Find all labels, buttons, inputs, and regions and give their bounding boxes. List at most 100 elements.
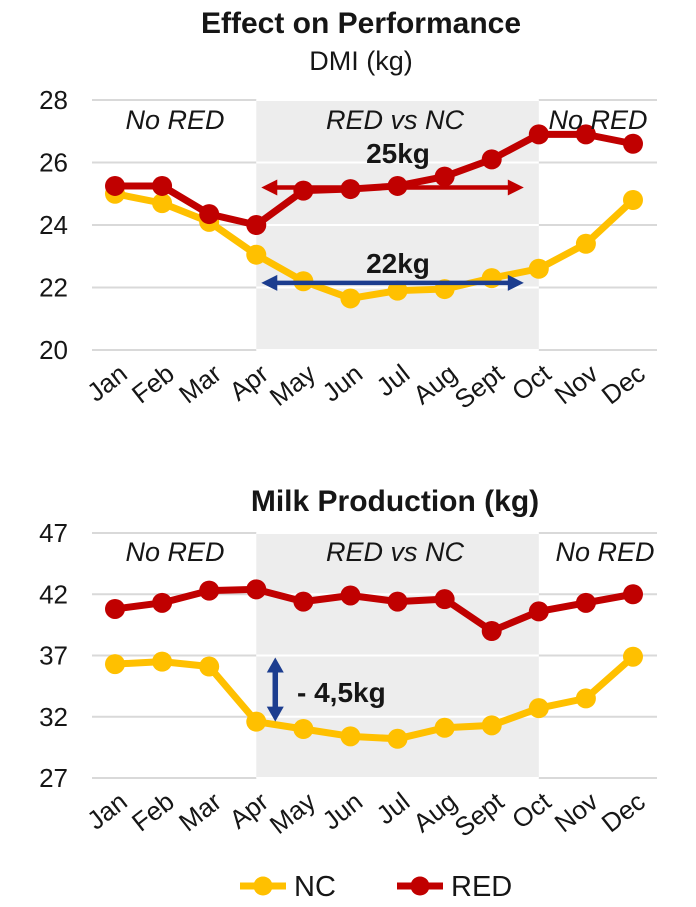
- red-legend-dot-icon: [410, 876, 430, 896]
- nc-data-point: [622, 646, 643, 667]
- nc-legend-dot-icon: [253, 876, 273, 896]
- x-axis-label: Aug: [407, 786, 462, 838]
- y-axis-label: 24: [39, 210, 68, 240]
- x-axis-label: Sept: [449, 786, 510, 843]
- red-range-arrow-head-left: [261, 179, 278, 196]
- legend-item-nc: NC: [240, 871, 336, 903]
- x-axis-label: Mar: [173, 786, 227, 837]
- nc-data-point: [152, 193, 173, 214]
- y-axis-label: 42: [39, 579, 68, 609]
- x-axis-label: Sept: [449, 358, 510, 415]
- x-axis-label: Oct: [506, 786, 557, 835]
- red-data-point: [528, 124, 549, 145]
- x-axis-label: Feb: [126, 358, 180, 409]
- red-range-arrow-head-right: [507, 179, 524, 196]
- y-axis-label: 47: [39, 518, 68, 548]
- blue-range-arrow-head-left: [261, 274, 278, 291]
- red-data-point: [105, 175, 125, 196]
- red-data-point: [481, 149, 502, 170]
- chart1-red-measure-label: 25kg: [366, 138, 430, 169]
- nc-data-point: [575, 688, 596, 709]
- x-axis-label: May: [264, 786, 321, 840]
- x-axis-label: Apr: [224, 786, 275, 835]
- red-data-point: [152, 592, 173, 613]
- chart1-phase-label-left: No RED: [125, 105, 224, 135]
- chart2-phase-label-middle: RED vs NC: [326, 537, 465, 567]
- red-data-point: [199, 204, 220, 225]
- x-axis-label: Jul: [371, 786, 416, 830]
- nc-data-point: [199, 656, 220, 677]
- y-axis-label: 32: [39, 702, 68, 732]
- x-axis-label: Jan: [81, 358, 133, 407]
- y-axis-label: 22: [39, 273, 68, 303]
- nc-data-point: [340, 726, 361, 747]
- red-data-point: [246, 215, 267, 235]
- red-data-point: [293, 591, 314, 612]
- red-data-point: [199, 580, 220, 601]
- x-axis-label: Jul: [371, 358, 416, 402]
- red-data-point: [622, 133, 643, 154]
- nc-data-point: [622, 190, 643, 210]
- nc-data-point: [387, 728, 408, 749]
- legend-item-red: RED: [397, 871, 512, 903]
- red-data-point: [152, 175, 173, 196]
- chart1-phase-label-right: No RED: [548, 105, 647, 135]
- chart2-title: Milk Production (kg): [251, 485, 539, 518]
- blue-range-arrow-head-right: [507, 274, 524, 291]
- y-axis-label: 28: [39, 85, 68, 115]
- red-data-point: [293, 180, 314, 201]
- y-axis-label: 37: [39, 641, 68, 671]
- nc-data-point: [340, 288, 361, 309]
- red-data-point: [575, 592, 596, 613]
- red-data-point: [622, 584, 643, 605]
- x-axis-label: Mar: [173, 358, 227, 409]
- x-axis-label: Nov: [549, 786, 604, 838]
- x-axis-label: Nov: [549, 358, 604, 410]
- red-data-point: [434, 166, 455, 187]
- red-data-point: [575, 124, 596, 145]
- red-data-point: [434, 589, 455, 610]
- chart1-phase-label-middle: RED vs NC: [326, 105, 465, 135]
- chart2-phase-label-right: No RED: [555, 537, 654, 567]
- red-data-point: [387, 591, 408, 612]
- x-axis-label: Feb: [126, 786, 180, 837]
- red-data-point: [105, 598, 125, 619]
- nc-data-point: [434, 717, 455, 738]
- red-data-point: [340, 585, 361, 606]
- nc-data-point: [152, 651, 173, 672]
- nc-data-point: [293, 719, 314, 739]
- nc-data-point: [105, 654, 125, 675]
- chart1-subtitle: DMI (kg): [309, 46, 413, 76]
- milk-drop-arrow-head-top: [266, 657, 284, 673]
- legend: NC RED: [240, 871, 512, 903]
- nc-data-point: [481, 715, 502, 736]
- chart1-blue-measure-label: 22kg: [366, 248, 430, 279]
- legend-label-red: RED: [451, 871, 512, 903]
- nc-data-point: [481, 268, 502, 289]
- legend-label-nc: NC: [294, 871, 336, 903]
- nc-data-point: [528, 698, 549, 719]
- nc-data-point: [528, 258, 549, 279]
- chart1-title: Effect on Performance: [201, 7, 521, 40]
- chart2-phase-label-left: No RED: [125, 537, 224, 567]
- red-data-point: [528, 601, 549, 622]
- nc-data-point: [246, 711, 267, 732]
- y-axis-label: 26: [39, 148, 68, 178]
- x-axis-label: Jan: [81, 786, 133, 835]
- x-axis-label: Jun: [317, 786, 369, 835]
- y-axis-label: 27: [39, 763, 68, 793]
- x-axis-label: Dec: [596, 786, 651, 838]
- red-data-point: [246, 579, 267, 600]
- x-axis-label: Aug: [407, 358, 462, 410]
- red-data-point: [481, 621, 502, 641]
- x-axis-label: Dec: [596, 358, 651, 410]
- nc-data-point: [246, 244, 267, 265]
- x-axis-label: Jun: [317, 358, 369, 407]
- x-axis-label: May: [264, 358, 321, 412]
- y-axis-label: 20: [39, 335, 68, 365]
- x-axis-label: Apr: [224, 358, 275, 407]
- x-axis-label: Oct: [506, 358, 557, 407]
